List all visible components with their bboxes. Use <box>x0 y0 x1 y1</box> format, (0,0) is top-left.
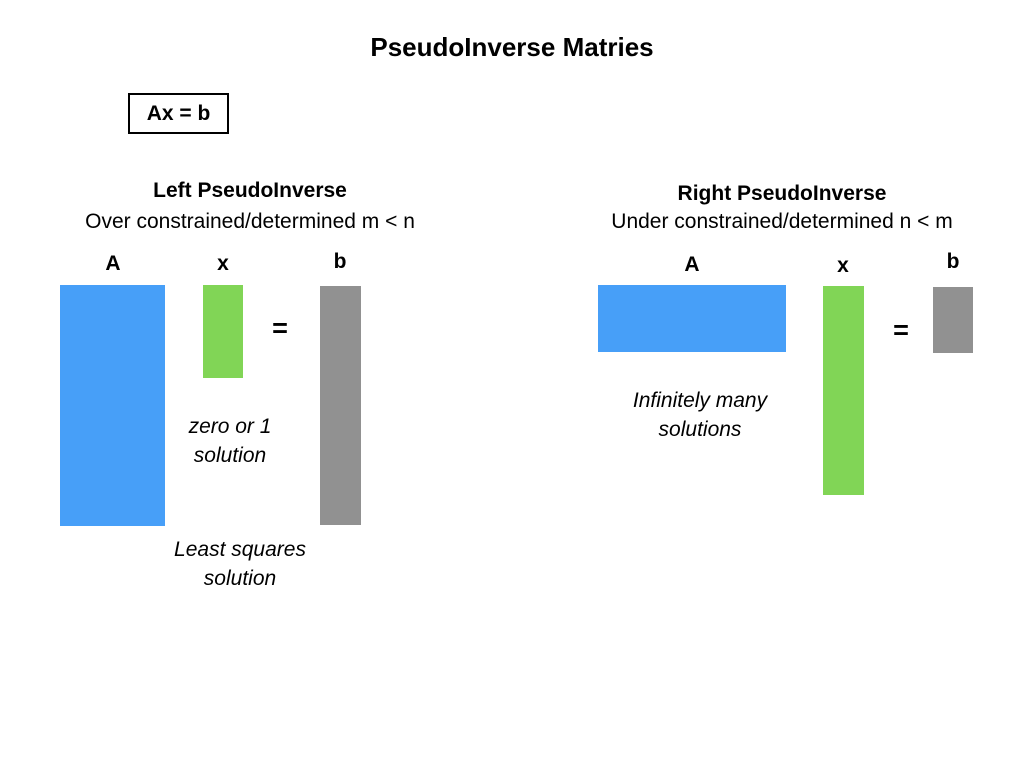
equation-box: Ax = b <box>128 93 229 134</box>
slide-title: PseudoInverse Matries <box>370 32 654 62</box>
right-label-A: A <box>684 253 700 276</box>
left-subheading: Over constrained/determined m < n <box>85 210 415 233</box>
left-least-squares-line2: solution <box>203 567 277 590</box>
right-matrix-A <box>598 285 786 352</box>
right-solution-note-line1: Infinitely many <box>632 389 768 412</box>
right-solution-note: Infinitely many solutions <box>600 386 800 444</box>
right-label-b: b <box>946 250 960 273</box>
left-vector-b <box>320 286 361 525</box>
right-solution-note-line2: solutions <box>658 418 742 441</box>
left-solution-note-line1: zero or 1 <box>188 415 272 438</box>
right-vector-x <box>823 286 864 495</box>
left-solution-note: zero or 1 solution <box>160 412 300 470</box>
left-equals-sign: = <box>272 313 288 343</box>
right-equals-sign: = <box>893 315 909 345</box>
equation-text: Ax = b <box>146 101 211 125</box>
left-matrix-A <box>60 285 165 526</box>
left-label-x: x <box>217 252 229 275</box>
right-heading: Right PseudoInverse <box>677 182 887 205</box>
right-subheading: Under constrained/determined n < m <box>611 210 953 233</box>
right-vector-b <box>933 287 973 353</box>
right-label-x: x <box>837 254 849 277</box>
left-least-squares-note: Least squares solution <box>140 535 340 593</box>
left-vector-x <box>203 285 243 378</box>
left-heading: Left PseudoInverse <box>153 179 347 202</box>
left-solution-note-line2: solution <box>193 444 267 467</box>
left-label-b: b <box>333 250 347 273</box>
left-label-A: A <box>105 252 121 275</box>
left-least-squares-line1: Least squares <box>174 538 306 561</box>
